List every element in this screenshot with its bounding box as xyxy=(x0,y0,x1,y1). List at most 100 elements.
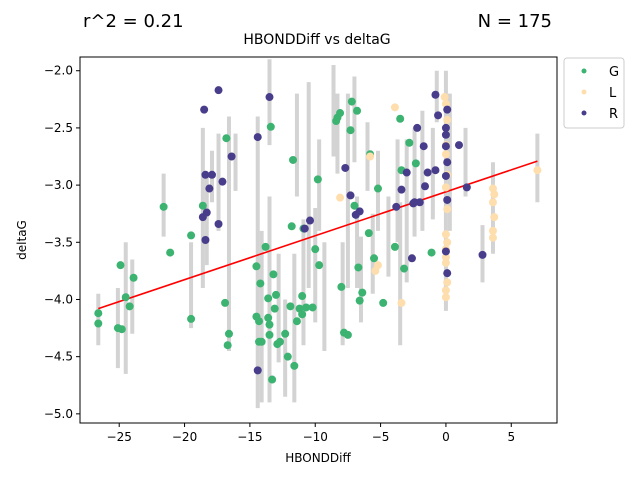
data-point-G xyxy=(346,126,355,135)
data-point-G xyxy=(94,319,103,328)
legend-label-G: G xyxy=(609,65,619,80)
data-point-R xyxy=(201,236,210,244)
data-point-G xyxy=(221,298,230,307)
data-point-G xyxy=(125,302,134,311)
data-point-L xyxy=(441,150,450,159)
data-point-G xyxy=(308,303,317,312)
data-point-R xyxy=(413,123,422,132)
data-point-L xyxy=(440,93,449,102)
data-point-R xyxy=(227,152,236,161)
data-point-G xyxy=(116,261,125,270)
data-point-G xyxy=(264,313,273,322)
data-point-R xyxy=(402,168,411,177)
x-axis: −25 −20 −15 −10 −5 0 5 xyxy=(107,423,515,444)
data-point-R xyxy=(202,208,211,217)
data-point-G xyxy=(373,184,382,193)
data-point-R xyxy=(478,250,487,259)
data-point-G xyxy=(354,263,363,272)
error-bars xyxy=(96,59,540,409)
data-point-G xyxy=(343,330,352,339)
data-point-G xyxy=(355,296,364,305)
y-tick-label: −4.5 xyxy=(44,350,73,364)
data-point-R xyxy=(441,247,450,256)
data-point-L xyxy=(390,103,399,112)
data-point-G xyxy=(166,248,175,257)
x-tick-label: −20 xyxy=(172,430,197,444)
data-point-L xyxy=(443,278,452,287)
y-tick-label: −5.0 xyxy=(44,407,73,421)
data-point-R xyxy=(462,183,471,192)
data-point-G xyxy=(390,242,399,251)
legend-label-R: R xyxy=(609,107,618,122)
data-point-R xyxy=(397,185,406,194)
legend-label-L: L xyxy=(609,86,617,101)
data-point-G xyxy=(287,222,296,231)
r-squared-annotation: r^2 = 0.21 xyxy=(83,11,184,32)
data-point-L xyxy=(441,253,450,262)
data-point-G xyxy=(370,254,379,263)
data-point-L xyxy=(441,230,450,239)
legend-frame xyxy=(563,57,625,129)
data-point-G xyxy=(311,245,320,254)
data-point-G xyxy=(358,288,367,297)
data-point-G xyxy=(94,309,103,318)
data-point-G xyxy=(121,293,130,302)
data-point-G xyxy=(255,317,264,326)
data-point-R xyxy=(218,177,227,186)
data-point-R xyxy=(431,90,440,99)
data-point-G xyxy=(117,325,126,334)
legend-marker-L xyxy=(581,89,587,95)
data-point-G xyxy=(336,109,345,118)
x-tick-label: −25 xyxy=(107,430,132,444)
data-point-R xyxy=(441,171,450,180)
data-point-L xyxy=(443,205,452,214)
data-point-R xyxy=(214,219,223,228)
data-point-G xyxy=(347,97,356,106)
data-point-G xyxy=(272,290,281,299)
data-point-L xyxy=(366,152,375,161)
data-point-G xyxy=(281,329,290,338)
data-point-G xyxy=(270,304,279,313)
data-points xyxy=(94,86,542,384)
data-point-R xyxy=(214,86,223,95)
data-point-L xyxy=(533,166,542,175)
data-point-R xyxy=(205,184,214,193)
data-point-R xyxy=(441,142,450,151)
data-point-L xyxy=(488,198,497,207)
x-tick-label: 5 xyxy=(507,430,515,444)
data-point-G xyxy=(298,310,307,319)
data-point-G xyxy=(379,298,388,307)
data-point-R xyxy=(443,105,452,114)
y-tick-label: −3.0 xyxy=(44,178,73,192)
data-point-G xyxy=(159,202,168,211)
data-point-G xyxy=(129,273,138,282)
data-point-G xyxy=(292,317,301,326)
data-point-G xyxy=(224,329,233,338)
data-point-G xyxy=(289,155,298,164)
y-tick-label: −4.0 xyxy=(44,292,73,306)
data-point-G xyxy=(283,352,292,361)
data-point-R xyxy=(421,182,430,191)
data-point-G xyxy=(411,159,420,168)
data-point-R xyxy=(434,111,443,120)
data-point-R xyxy=(253,133,262,142)
data-point-G xyxy=(261,242,270,251)
data-point-R xyxy=(454,141,463,150)
data-point-R xyxy=(443,269,452,278)
data-point-R xyxy=(300,224,309,233)
data-point-G xyxy=(198,201,207,210)
data-point-L xyxy=(443,115,452,124)
data-point-G xyxy=(337,282,346,291)
data-point-L xyxy=(490,213,499,222)
data-point-G xyxy=(265,330,274,339)
data-point-L xyxy=(373,261,382,270)
data-point-R xyxy=(253,366,262,375)
data-point-L xyxy=(336,193,345,202)
y-tick-label: −2.5 xyxy=(44,121,73,135)
y-tick-label: −3.5 xyxy=(44,235,73,249)
chart-title: HBONDDiff vs deltaG xyxy=(243,32,390,48)
data-point-R xyxy=(441,123,450,132)
plot-frame xyxy=(79,56,558,424)
data-point-G xyxy=(222,134,231,143)
